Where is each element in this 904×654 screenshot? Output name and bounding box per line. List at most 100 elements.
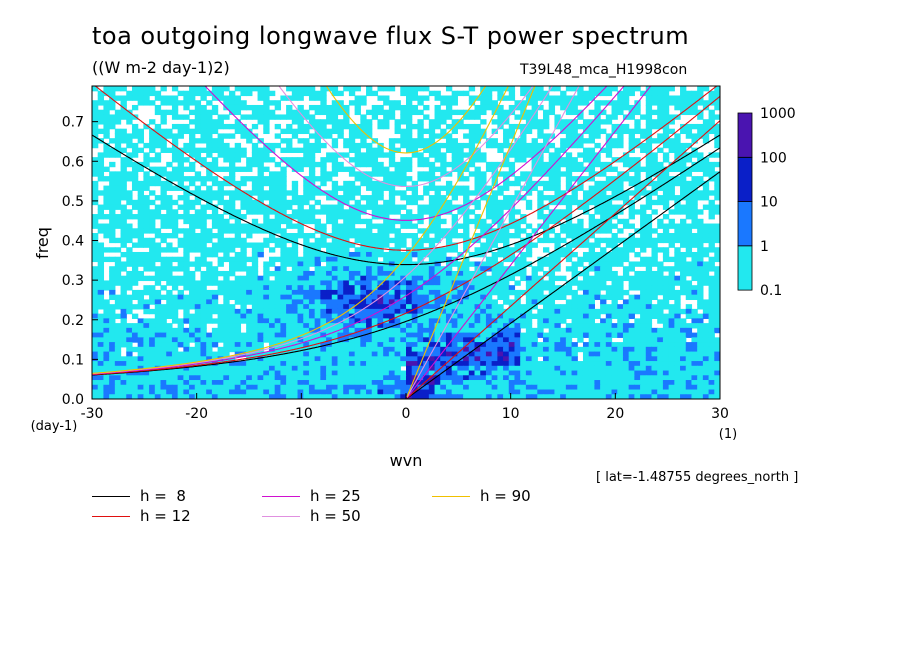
power-cell — [634, 138, 641, 144]
power-cell — [377, 270, 384, 277]
power-cell — [251, 304, 259, 310]
power-cell — [457, 270, 464, 277]
power-cell — [97, 157, 105, 163]
power-cell — [531, 299, 538, 305]
power-cell — [565, 123, 573, 130]
power-cell — [594, 128, 601, 135]
power-cell — [303, 214, 310, 220]
power-cell — [229, 323, 236, 329]
power-cell — [206, 142, 213, 149]
power-cell — [383, 356, 390, 362]
power-cell — [714, 100, 720, 106]
power-cell — [109, 356, 116, 362]
power-cell — [183, 199, 190, 206]
power-cell — [92, 313, 99, 319]
power-cell — [183, 261, 190, 267]
power-cell — [251, 332, 259, 338]
power-cell — [229, 223, 236, 229]
power-cell — [314, 323, 321, 329]
power-cell — [377, 337, 384, 343]
power-cell — [200, 261, 207, 267]
power-cell — [474, 138, 481, 144]
power-cell — [463, 90, 470, 97]
power-cell — [622, 95, 630, 101]
power-cell — [714, 280, 720, 286]
power-cell — [594, 133, 601, 139]
power-cell — [531, 95, 538, 101]
power-cell — [280, 195, 287, 201]
power-cell — [217, 233, 224, 239]
power-cell — [183, 285, 190, 291]
power-cell — [400, 299, 407, 305]
power-cell — [417, 109, 424, 116]
power-cell — [194, 242, 202, 248]
power-cell — [103, 104, 110, 111]
power-cell — [440, 152, 447, 158]
power-cell — [388, 138, 396, 144]
power-cell — [109, 214, 116, 220]
power-cell — [554, 356, 561, 362]
power-cell — [308, 233, 316, 239]
power-cell — [657, 104, 664, 111]
power-cell — [240, 280, 247, 286]
power-cell — [126, 199, 133, 206]
power-cell — [417, 95, 424, 101]
power-cell — [428, 346, 436, 353]
power-cell — [194, 123, 202, 130]
power-cell — [251, 123, 259, 130]
power-cell — [280, 180, 287, 187]
power-cell — [268, 157, 276, 163]
power-cell — [577, 337, 584, 343]
power-cell — [423, 209, 430, 215]
power-cell — [674, 166, 681, 172]
power-cell — [634, 161, 641, 168]
power-cell — [263, 95, 270, 101]
power-cell — [103, 142, 110, 149]
power-cell — [126, 285, 133, 291]
power-cell — [680, 171, 687, 177]
power-cell — [485, 280, 493, 286]
power-cell — [308, 289, 316, 296]
power-cell — [508, 209, 516, 215]
power-cell — [485, 294, 493, 301]
power-cell — [354, 251, 361, 258]
power-cell — [480, 346, 487, 353]
power-cell — [697, 346, 704, 353]
power-cell — [640, 90, 647, 97]
power-cell — [377, 361, 384, 367]
power-cell — [651, 95, 658, 101]
power-cell — [582, 233, 590, 239]
power-cell — [485, 332, 493, 338]
power-cell — [280, 327, 287, 334]
power-cell — [280, 356, 287, 362]
power-cell — [143, 332, 150, 338]
power-cell — [600, 256, 607, 263]
power-cell — [697, 157, 704, 163]
power-cell — [331, 346, 339, 353]
power-cell — [366, 285, 373, 291]
power-cell — [246, 128, 253, 135]
power-cell — [497, 119, 504, 125]
power-cell — [194, 171, 202, 177]
power-cell — [97, 247, 105, 253]
power-cell — [200, 299, 207, 305]
power-cell — [343, 304, 350, 310]
power-cell — [560, 119, 567, 125]
power-cell — [423, 171, 430, 177]
power-cell — [400, 361, 407, 367]
power-cell — [97, 171, 105, 177]
power-cell — [497, 199, 504, 206]
power-cell — [114, 147, 122, 153]
power-cell — [571, 95, 578, 101]
power-cell — [617, 109, 624, 116]
power-cell — [605, 356, 613, 362]
power-cell — [674, 147, 681, 153]
power-cell — [588, 266, 595, 272]
power-cell — [337, 195, 344, 201]
power-cell — [126, 270, 133, 277]
power-cell — [297, 114, 304, 120]
power-cell — [485, 285, 493, 291]
power-cell — [114, 256, 122, 263]
power-cell — [554, 308, 561, 315]
power-cell — [366, 204, 373, 210]
